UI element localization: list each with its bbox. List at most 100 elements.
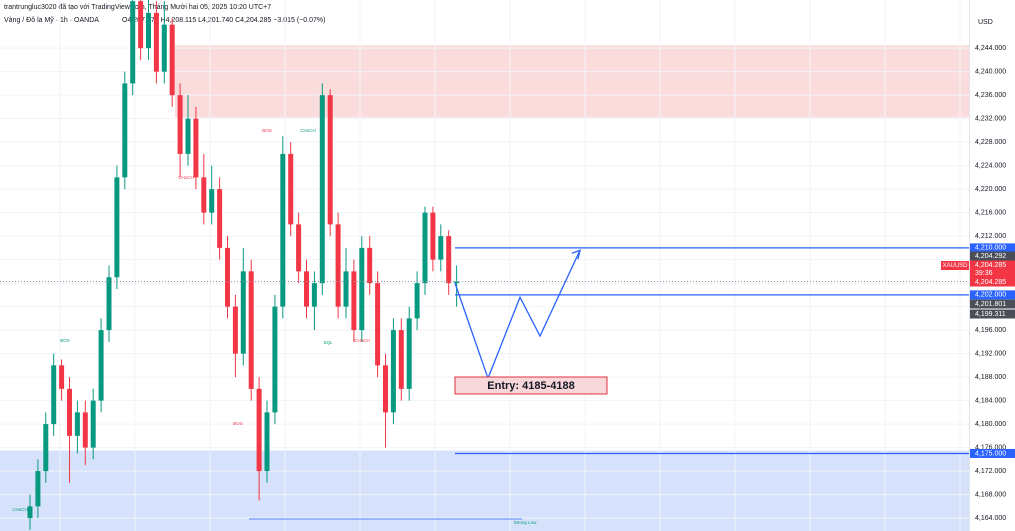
level-tag bbox=[970, 243, 1015, 253]
candle-body bbox=[138, 1, 144, 49]
candle-body bbox=[454, 281, 460, 284]
candle-body bbox=[153, 12, 159, 72]
candle-body bbox=[335, 224, 341, 307]
y-tick-label: 4,220.000 bbox=[975, 186, 1006, 193]
candle-body bbox=[130, 1, 136, 84]
level-label: 4,210.000 bbox=[975, 245, 1006, 252]
candle-body bbox=[43, 424, 49, 472]
currency: USD bbox=[978, 19, 993, 26]
level-label: 4,175.000 bbox=[975, 450, 1006, 457]
candle-body bbox=[146, 12, 151, 49]
level-tag bbox=[970, 448, 1015, 458]
arrow-head bbox=[571, 249, 581, 260]
zone bbox=[175, 45, 969, 118]
y-tick-label: 4,168.000 bbox=[975, 491, 1006, 498]
annotation: CHoCH bbox=[178, 175, 194, 180]
price-tag bbox=[970, 277, 1015, 287]
candle-body bbox=[82, 412, 88, 448]
annotation: BOS bbox=[262, 128, 272, 133]
candle-body bbox=[177, 95, 183, 154]
candle-body bbox=[390, 330, 396, 413]
candle-body bbox=[430, 212, 436, 260]
candle-body bbox=[90, 400, 96, 448]
y-tick-label: 4,216.000 bbox=[975, 209, 1006, 216]
candle-body bbox=[438, 236, 444, 260]
candle-body bbox=[304, 271, 309, 307]
y-tick-label: 4,244.000 bbox=[975, 45, 1006, 52]
entry-box bbox=[454, 376, 608, 395]
y-tick-label: 4,172.000 bbox=[975, 468, 1006, 475]
y-tick-label: 4,196.000 bbox=[975, 327, 1006, 334]
candle-body bbox=[225, 247, 230, 307]
candle-body bbox=[256, 388, 262, 472]
candle-body bbox=[114, 177, 120, 278]
candle-body bbox=[185, 118, 191, 154]
candle-body bbox=[74, 412, 80, 436]
candle-body bbox=[217, 189, 223, 248]
symbol-tag bbox=[941, 261, 969, 270]
y-tick-label: 4,176.000 bbox=[975, 444, 1006, 451]
candle-body bbox=[272, 306, 278, 413]
price-label: 4,204.292 bbox=[975, 253, 1006, 260]
y-tick-label: 4,188.000 bbox=[975, 374, 1006, 381]
ohlc: O4,207.378 H4,208.115 L4,201.740 C4,204.… bbox=[122, 17, 325, 24]
candle-body bbox=[27, 506, 33, 519]
annotation: Strong Low bbox=[514, 520, 538, 525]
candle-body bbox=[414, 283, 420, 319]
live-tag bbox=[970, 260, 1015, 278]
price-tag bbox=[970, 251, 1015, 261]
candle-body bbox=[248, 271, 254, 389]
y-tick-label: 4,180.000 bbox=[975, 421, 1006, 428]
candle-body bbox=[193, 118, 199, 178]
annotation: CHoCH bbox=[12, 507, 28, 512]
y-tick-label: 4,184.000 bbox=[975, 397, 1006, 404]
candle-body bbox=[122, 83, 128, 178]
candle-body bbox=[161, 24, 167, 72]
candle-body bbox=[311, 283, 317, 307]
annotation: SQL bbox=[323, 340, 333, 345]
candle-body bbox=[288, 153, 294, 225]
annotation: CHoCH bbox=[354, 338, 370, 343]
price-label: 4,201.801 bbox=[975, 301, 1006, 308]
price-tag bbox=[970, 299, 1015, 309]
y-tick-label: 4,240.000 bbox=[975, 69, 1006, 76]
y-tick-label: 4,192.000 bbox=[975, 350, 1006, 357]
credit: trantrungluc3020 đã tạo với TradingView.… bbox=[4, 4, 271, 11]
candle-body bbox=[240, 271, 246, 354]
candle-body bbox=[367, 247, 373, 284]
candle-body bbox=[398, 330, 404, 389]
price-label: 4,199.311 bbox=[975, 311, 1006, 318]
candle-body bbox=[169, 24, 175, 96]
price-tag bbox=[970, 309, 1015, 319]
y-tick-label: 4,236.000 bbox=[975, 92, 1006, 99]
candle-body bbox=[67, 388, 72, 436]
projection bbox=[454, 249, 581, 381]
price-label: 4,204.285 bbox=[975, 279, 1006, 286]
plot: Entry: 4185-4188 BOS CHoCH BOS CHoCH CHoCH SQL… bbox=[0, 0, 969, 531]
candle-body bbox=[319, 95, 325, 284]
live-price: 4,204.285 bbox=[975, 262, 1006, 269]
candle-body bbox=[296, 224, 302, 272]
candle-body bbox=[359, 247, 365, 331]
y-tick-label: 4,224.000 bbox=[975, 162, 1006, 169]
countdown: 39:36 bbox=[975, 270, 993, 277]
candle-body bbox=[51, 365, 57, 425]
candle-body bbox=[59, 365, 65, 389]
annotation: CHoCH bbox=[300, 128, 316, 133]
candle-body bbox=[406, 318, 412, 389]
candle-body bbox=[422, 212, 428, 284]
y-tick-label: 4,212.000 bbox=[975, 233, 1006, 240]
candle-body bbox=[327, 95, 333, 225]
candle-body bbox=[264, 412, 270, 472]
candle-body bbox=[232, 306, 238, 354]
y-tick-label: 4,164.000 bbox=[975, 515, 1006, 522]
entry-text: Entry: 4185-4188 bbox=[487, 380, 574, 392]
y-tick-label: 4,228.000 bbox=[975, 139, 1006, 146]
candle-body bbox=[280, 153, 286, 307]
level-label: 4,202.000 bbox=[975, 292, 1006, 299]
candle-body bbox=[35, 471, 41, 507]
symbol-tag-text: XAUUSD bbox=[942, 263, 968, 269]
y-tick-label: 4,232.000 bbox=[975, 115, 1006, 122]
level-tag bbox=[970, 290, 1015, 300]
